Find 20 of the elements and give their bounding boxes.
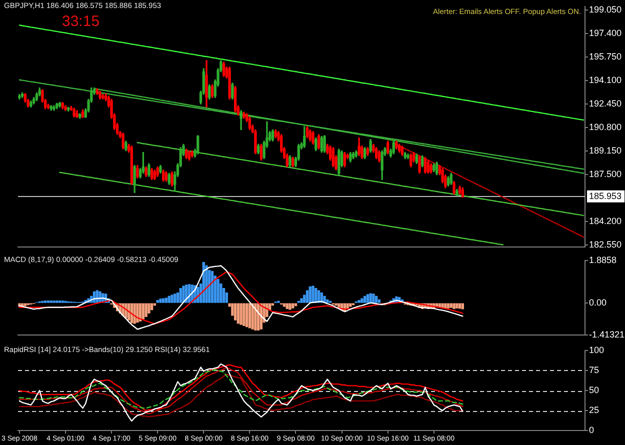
y-tick-label: 195.750 — [589, 51, 622, 62]
y-tick-label: 184.200 — [589, 216, 622, 226]
y-tick-label: 194.100 — [589, 74, 622, 85]
y-tick-label: 100 — [589, 344, 604, 355]
y-tick-label: 50 — [589, 384, 600, 395]
y-tick-label: 190.800 — [589, 122, 622, 132]
y-tick-label: 197.400 — [589, 28, 622, 38]
y-tick-label: 199.050 — [589, 4, 622, 14]
y-tick-label: 187.500 — [589, 168, 622, 179]
y-tick-label: 75 — [589, 364, 600, 375]
y-tick-label: 0.00 — [589, 298, 607, 308]
y-tick-label: 0 — [589, 425, 594, 436]
y-tick-label: 182.550 — [589, 239, 622, 250]
y-tick-label: 189.150 — [589, 145, 622, 156]
y-tick-label: 1.8858 — [589, 254, 617, 265]
y-tick-label: 25 — [589, 405, 600, 416]
ref-line-label: 185.953 — [589, 190, 622, 201]
y-tick-label: 192.450 — [589, 98, 622, 108]
y-tick-label: -1.41321 — [589, 329, 625, 340]
annotation: 33:15 — [62, 13, 100, 30]
